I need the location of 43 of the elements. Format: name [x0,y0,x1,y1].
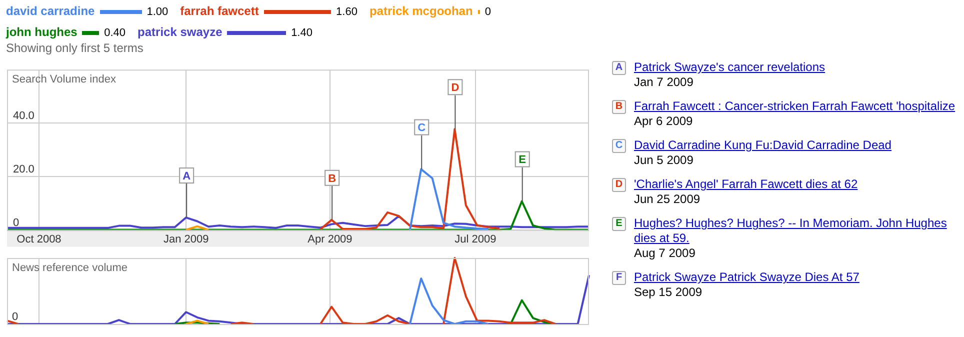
text: Patrick Swayze Patrick Swayze Dies At 57 [634,270,860,284]
text: 1.40 [291,27,312,39]
y-axis-title: News reference volume [12,262,128,274]
text: Hughes? Hughes? Hughes? -- In Memoriam. John Hughes dies at 59. [634,216,947,245]
text: 1.60 [336,6,358,18]
text: C [612,139,626,153]
text: 'Charlie's Angel' Farrah Fawcett dies at 62 [634,177,858,191]
chart-subtitle: Showing only first 5 terms [6,41,144,55]
x-tick-label: Oct 2008 [16,233,62,246]
text: David Carradine Kung Fu:David Carradine Dead [634,138,892,152]
annotation: E [518,154,526,166]
legend-label: patrick mcgoohan [369,4,473,18]
text: Apr 6 2009 [634,114,694,129]
legend-label: john hughes [6,25,78,39]
text: 1.00 [146,6,168,18]
text: Aug 7 2009 [634,246,696,261]
y-axis-title: Search Volume index [12,74,116,86]
y-tick-label: 0 [13,216,20,229]
text: farrah fawcett [180,4,259,18]
annotation: B [328,172,336,185]
text: E [612,217,626,231]
annotation: C [418,122,426,134]
x-tick-label: Jul 2009 [454,233,496,246]
x-tick-label: Jan 2009 [163,233,209,246]
legend-label: david carradine [6,4,95,18]
y-tick-label: 40.0 [13,110,34,122]
text: Patrick Swayze's cancer revelations [634,60,826,74]
text: A [612,61,626,75]
text: Jun 25 2009 [634,192,702,207]
text: B [612,100,626,114]
y-tick-label: 20.0 [13,163,34,176]
text: 0.40 [104,27,126,39]
annotation: A [182,170,191,183]
text: Jun 5 2009 [634,153,694,168]
legend-label: patrick swayze [138,25,222,39]
text: F [612,271,626,285]
x-tick-label: Apr 2009 [308,233,352,246]
text: Farrah Fawcett : Cancer-stricken Farrah Fawcett 'hospitalize [634,99,956,113]
text: Sep 15 2009 [634,285,704,300]
text: 0 [484,6,491,18]
text: Jan 7 2009 [634,75,694,90]
annotation: D [451,82,460,94]
text: D [612,178,626,192]
